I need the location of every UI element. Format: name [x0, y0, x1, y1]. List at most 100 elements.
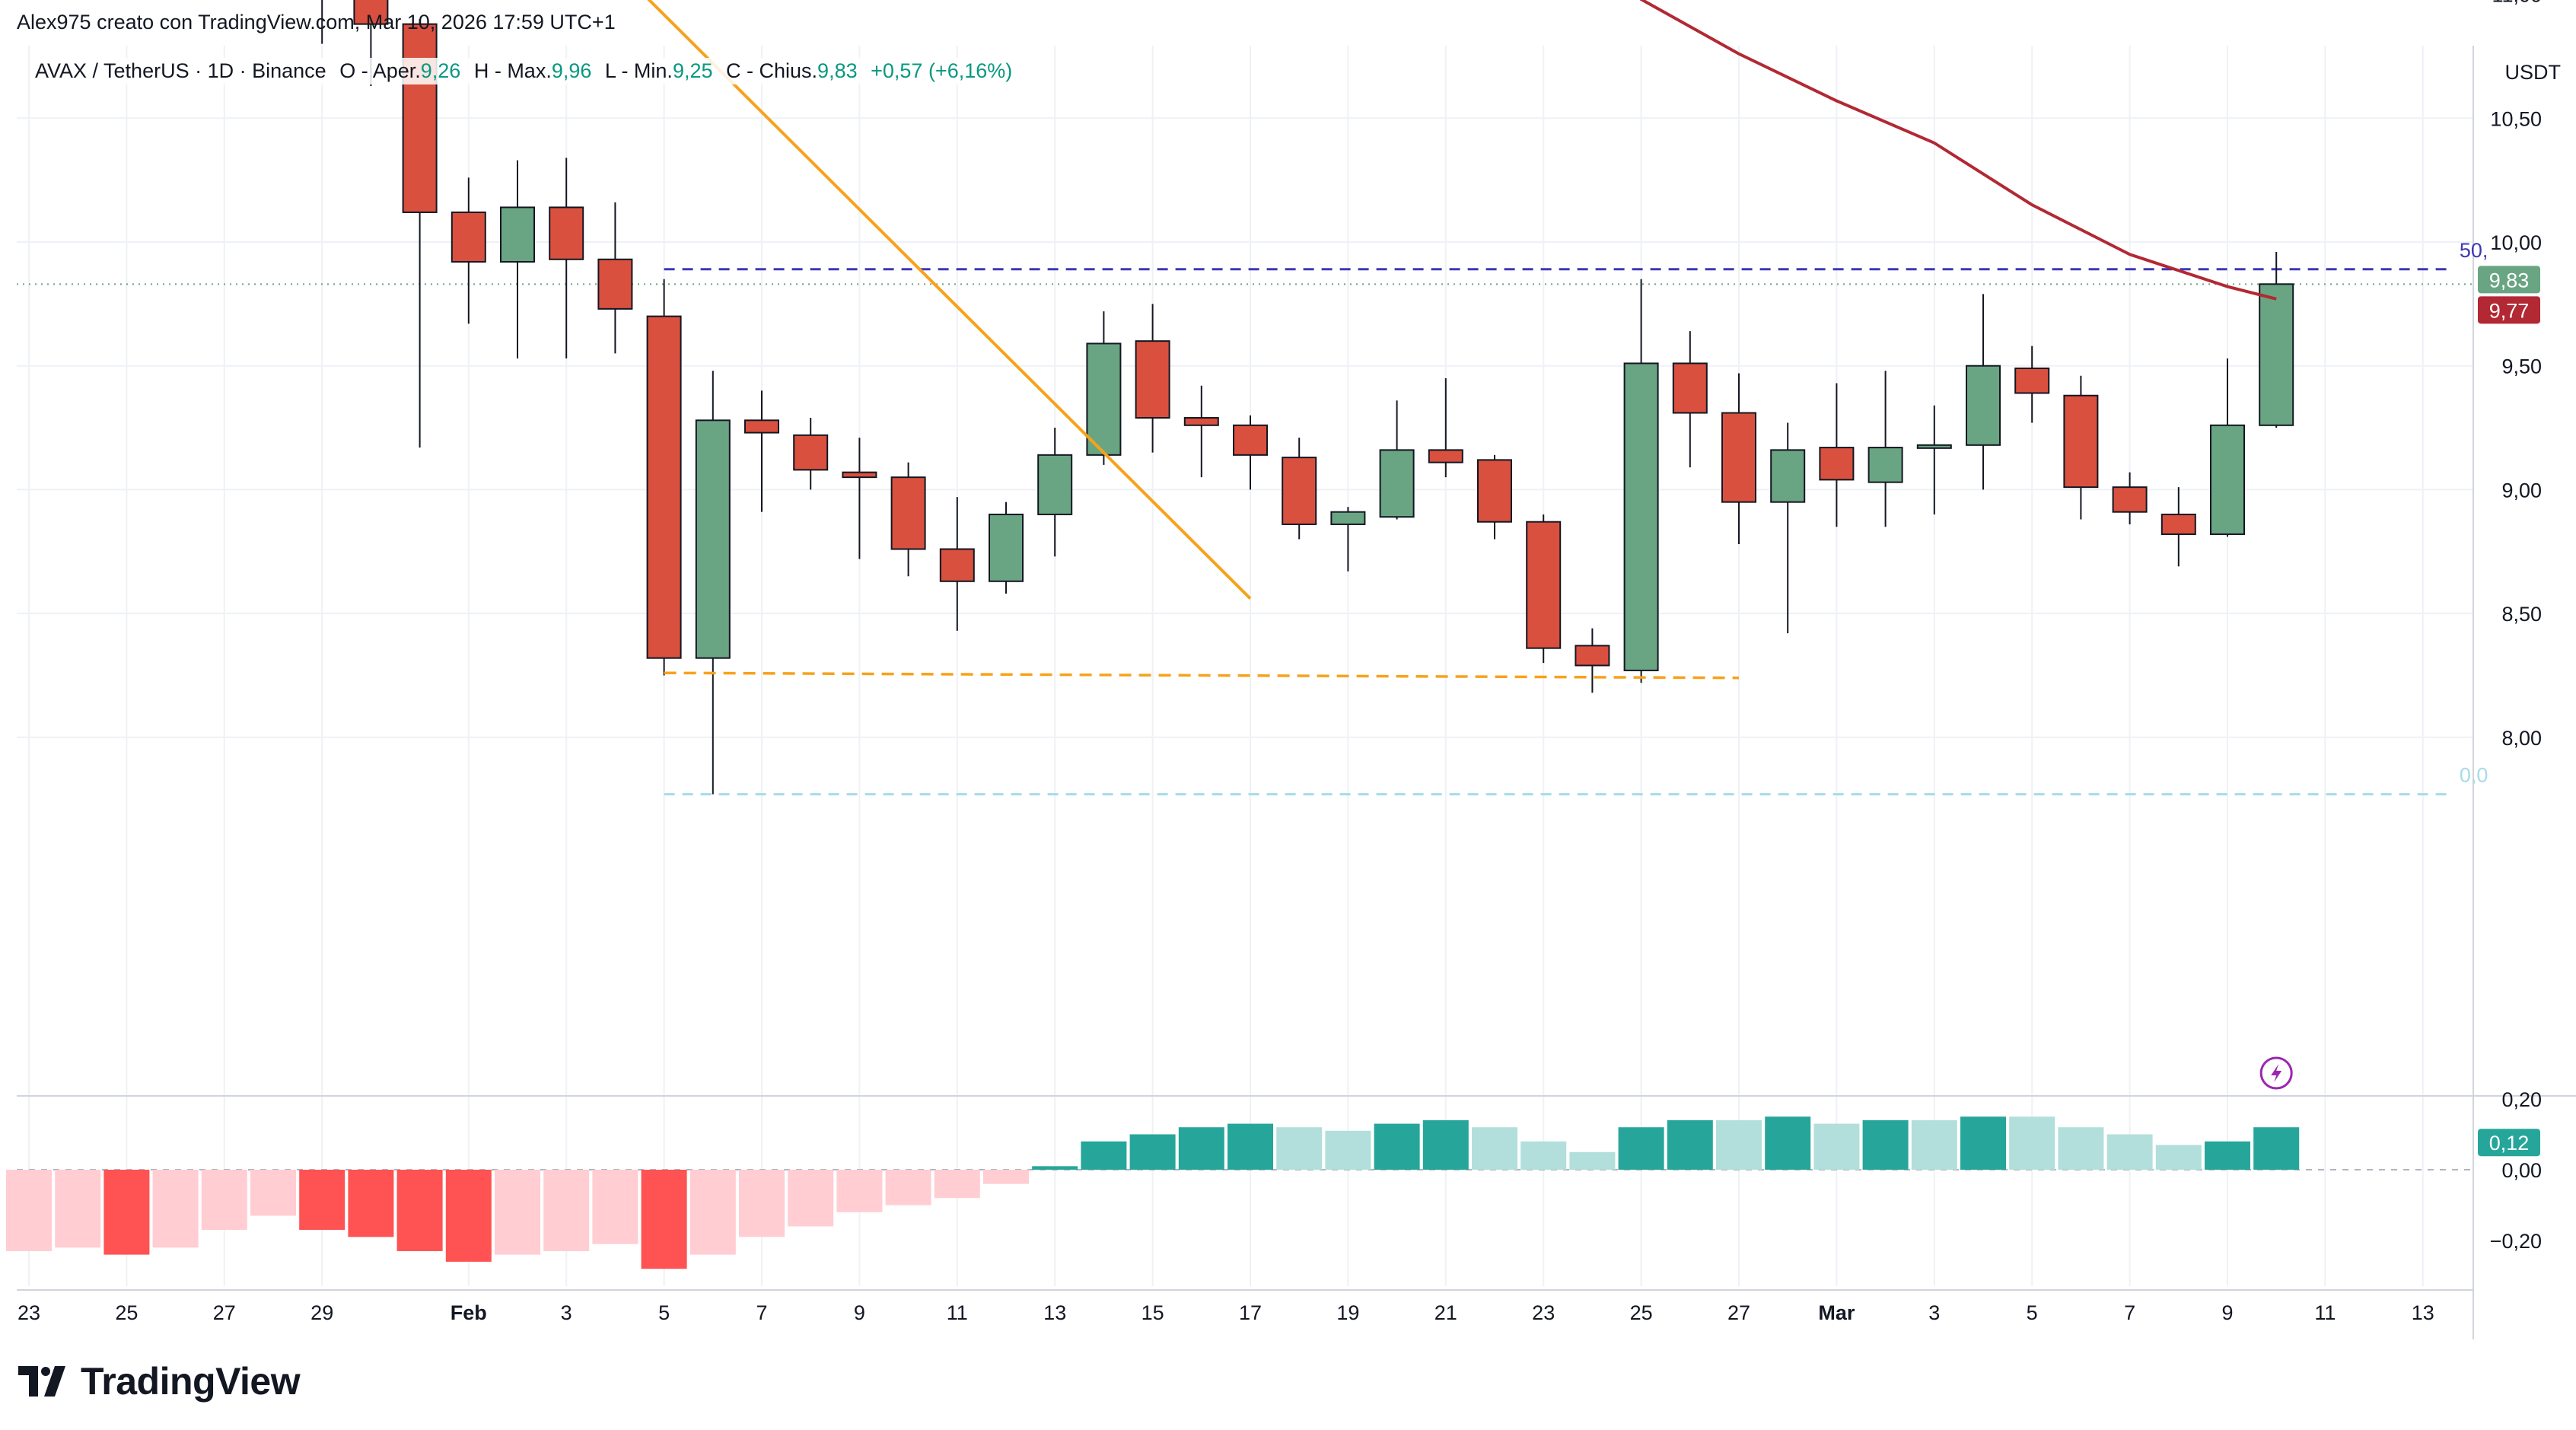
- axes: 11,5011,0010,5010,009,509,008,508,000,20…: [18, 0, 2542, 1324]
- drawing-overlays: [647, 0, 2293, 1090]
- candle-down: [1721, 412, 1756, 503]
- candle-up: [1770, 449, 1806, 503]
- time-tick-label: 17: [1239, 1301, 1262, 1324]
- histogram-bar-negative: [250, 1170, 296, 1216]
- moving-average-line: [1639, 0, 2277, 301]
- histogram-bar-negative: [885, 1170, 931, 1205]
- histogram-bar-negative: [836, 1170, 883, 1212]
- oscillator-tick-label: 0,00: [2501, 1159, 2542, 1182]
- candle-up: [500, 206, 535, 263]
- time-tick-label: 5: [658, 1301, 670, 1324]
- histogram-bar-positive: [2009, 1116, 2055, 1170]
- histogram-bar-negative: [396, 1170, 443, 1251]
- fib-mid-level-label: 50,: [2460, 239, 2488, 262]
- price-tick-label: 8,00: [2501, 727, 2542, 750]
- histogram-bar-positive: [1520, 1141, 1567, 1170]
- time-tick-label: 3: [1928, 1301, 1940, 1324]
- histogram-bar-positive: [2106, 1134, 2153, 1170]
- high-label: H - Max.: [473, 59, 552, 82]
- histogram-bar-positive: [1667, 1119, 1713, 1170]
- price-tick-label: 10,00: [2490, 231, 2542, 254]
- histogram-bar-positive: [1422, 1119, 1469, 1170]
- moving-average-badge-bg: [2478, 296, 2540, 324]
- lightning-icon-bolt: [2271, 1064, 2282, 1082]
- histogram-bar-positive: [1618, 1127, 1664, 1170]
- candle-down: [646, 315, 682, 659]
- candle-up: [695, 419, 731, 659]
- histogram-bar-negative: [934, 1170, 980, 1199]
- histogram-bar-positive: [2205, 1141, 2250, 1170]
- time-tick-label: 29: [310, 1301, 333, 1324]
- histogram-bar-positive: [1178, 1127, 1224, 1170]
- candle-down: [2160, 513, 2196, 535]
- oscillator-tick-label: 0,20: [2501, 1088, 2542, 1111]
- time-tick-label: 3: [561, 1301, 572, 1324]
- change-value: +0,57 (+6,16%): [871, 59, 1013, 82]
- histogram-bar-positive: [1374, 1123, 1420, 1170]
- candle-down: [842, 471, 877, 479]
- histogram-bar-negative: [739, 1170, 785, 1237]
- candle-up: [1330, 511, 1366, 525]
- histogram-bar-positive: [1813, 1123, 1860, 1170]
- candle-down: [1477, 459, 1512, 523]
- price-unit: USDT: [2504, 61, 2562, 84]
- candle-up: [1868, 447, 1903, 483]
- time-tick-label: 13: [1043, 1301, 1066, 1324]
- histogram-bar-positive: [2155, 1145, 2202, 1170]
- candle-down: [2063, 394, 2099, 489]
- candle-down: [451, 211, 486, 263]
- lightning-icon: [2259, 1056, 2293, 1090]
- candle-down: [1672, 362, 1708, 414]
- oscillator-value-badge-bg: [2478, 1129, 2540, 1157]
- candle-down: [793, 434, 829, 471]
- candle-down: [1183, 417, 1219, 426]
- author-line: Alex975 creato con TradingView.com, Mar …: [17, 11, 616, 33]
- histogram-bar-negative: [543, 1170, 590, 1251]
- time-tick-label: 25: [1630, 1301, 1653, 1324]
- last-close-badge: 9,83: [2489, 269, 2530, 291]
- time-tick-label: 7: [756, 1301, 767, 1324]
- candle-down: [890, 476, 926, 550]
- support-dashed-line: [664, 671, 1740, 680]
- candle-down: [744, 419, 779, 434]
- symbol-name[interactable]: AVAX / TetherUS · 1D · Binance: [35, 59, 326, 82]
- histogram-bar-positive: [2058, 1127, 2104, 1170]
- oscillator-pane: [6, 1116, 2473, 1269]
- histogram-bar-positive: [1862, 1119, 1909, 1170]
- histogram-bar-negative: [788, 1170, 834, 1227]
- price-tick-label: 8,50: [2501, 603, 2542, 626]
- price-tick-label: 10,50: [2490, 107, 2542, 130]
- time-tick-label: 7: [2124, 1301, 2135, 1324]
- histogram-bar-negative: [103, 1170, 150, 1255]
- low-value: 9,25: [672, 59, 713, 82]
- histogram-bar-positive: [1129, 1134, 1176, 1170]
- candle-down: [549, 206, 584, 260]
- histogram-bar-negative: [445, 1170, 492, 1262]
- symbol-legend[interactable]: AVAX / TetherUS · 1D · Binance O - Aper.…: [30, 58, 1017, 84]
- histogram-bar-negative: [6, 1170, 52, 1251]
- time-tick-label: 13: [2412, 1301, 2434, 1324]
- oscillator-tick-label: −0,20: [2490, 1230, 2542, 1253]
- histogram-bar-negative: [641, 1170, 687, 1269]
- tradingview-brand[interactable]: TradingView: [18, 1359, 301, 1403]
- candle-up: [1623, 362, 1659, 671]
- close-value: 9,83: [817, 59, 858, 82]
- time-tick-label: 27: [1727, 1301, 1750, 1324]
- candle-down: [1819, 447, 1855, 481]
- descending-trendline: [647, 0, 1252, 600]
- time-tick-label: Mar: [1818, 1301, 1855, 1324]
- candle-down: [1135, 340, 1170, 419]
- candle-down: [2112, 486, 2148, 513]
- candlesticks: [321, 0, 2294, 795]
- price-tick-label: 9,00: [2501, 479, 2542, 502]
- candle-up: [1086, 342, 1122, 456]
- histogram-bar-negative: [689, 1170, 736, 1255]
- oscillator-value-badge: 0,12: [2489, 1132, 2530, 1155]
- close-label: C - Chius.: [726, 59, 818, 82]
- candle-down: [1526, 521, 1562, 649]
- candle-up: [989, 513, 1024, 582]
- histogram-bar-positive: [1325, 1130, 1371, 1170]
- time-tick-label: 21: [1434, 1301, 1457, 1324]
- tradingview-logo-icon: [18, 1366, 65, 1397]
